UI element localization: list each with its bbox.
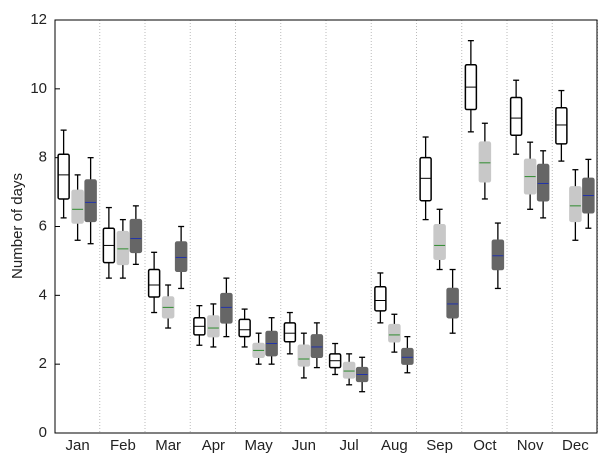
x-tick-label: Mar: [155, 437, 181, 453]
box: [207, 315, 220, 338]
box: [433, 224, 446, 260]
x-tick-label: Feb: [110, 437, 136, 453]
y-tick-label: 0: [39, 424, 47, 441]
x-tick-label: Jul: [340, 437, 359, 453]
box: [71, 189, 84, 224]
box: [147, 268, 161, 298]
box: [569, 186, 582, 223]
x-tick-label: Oct: [473, 437, 497, 453]
box: [419, 156, 432, 202]
x-tick-label: Sep: [426, 437, 453, 453]
box: [116, 230, 130, 266]
x-tick-label: Jan: [66, 437, 90, 453]
x-tick-label: Apr: [202, 437, 225, 453]
y-tick-label: 10: [30, 80, 47, 97]
x-tick-label: Jun: [292, 437, 316, 453]
y-tick-label: 4: [39, 286, 47, 303]
box: [388, 323, 401, 343]
x-tick-label: Nov: [517, 437, 544, 453]
box: [491, 239, 505, 271]
box: [478, 141, 492, 183]
x-tick-label: Aug: [381, 437, 408, 453]
y-tick-label: 2: [39, 355, 47, 372]
box: [342, 361, 356, 379]
y-axis-label: Number of days: [9, 173, 26, 279]
box: [57, 153, 70, 200]
x-tick-label: Dec: [562, 437, 589, 453]
box: [238, 318, 251, 338]
box: [174, 241, 188, 272]
box: [129, 218, 143, 254]
x-tick-label: May: [244, 437, 273, 453]
box: [536, 163, 550, 202]
box: [446, 287, 459, 319]
box: [374, 285, 387, 312]
box: [283, 322, 297, 343]
box: [310, 334, 324, 359]
plot-frame: [54, 19, 598, 434]
y-tick-label: 12: [30, 11, 47, 28]
box: [297, 344, 311, 367]
box: [509, 96, 523, 137]
y-tick-label: 6: [39, 217, 47, 234]
y-tick-label: 8: [39, 149, 47, 166]
box: [401, 347, 414, 365]
box: [84, 179, 97, 223]
box: [555, 107, 568, 145]
box: [220, 292, 233, 324]
